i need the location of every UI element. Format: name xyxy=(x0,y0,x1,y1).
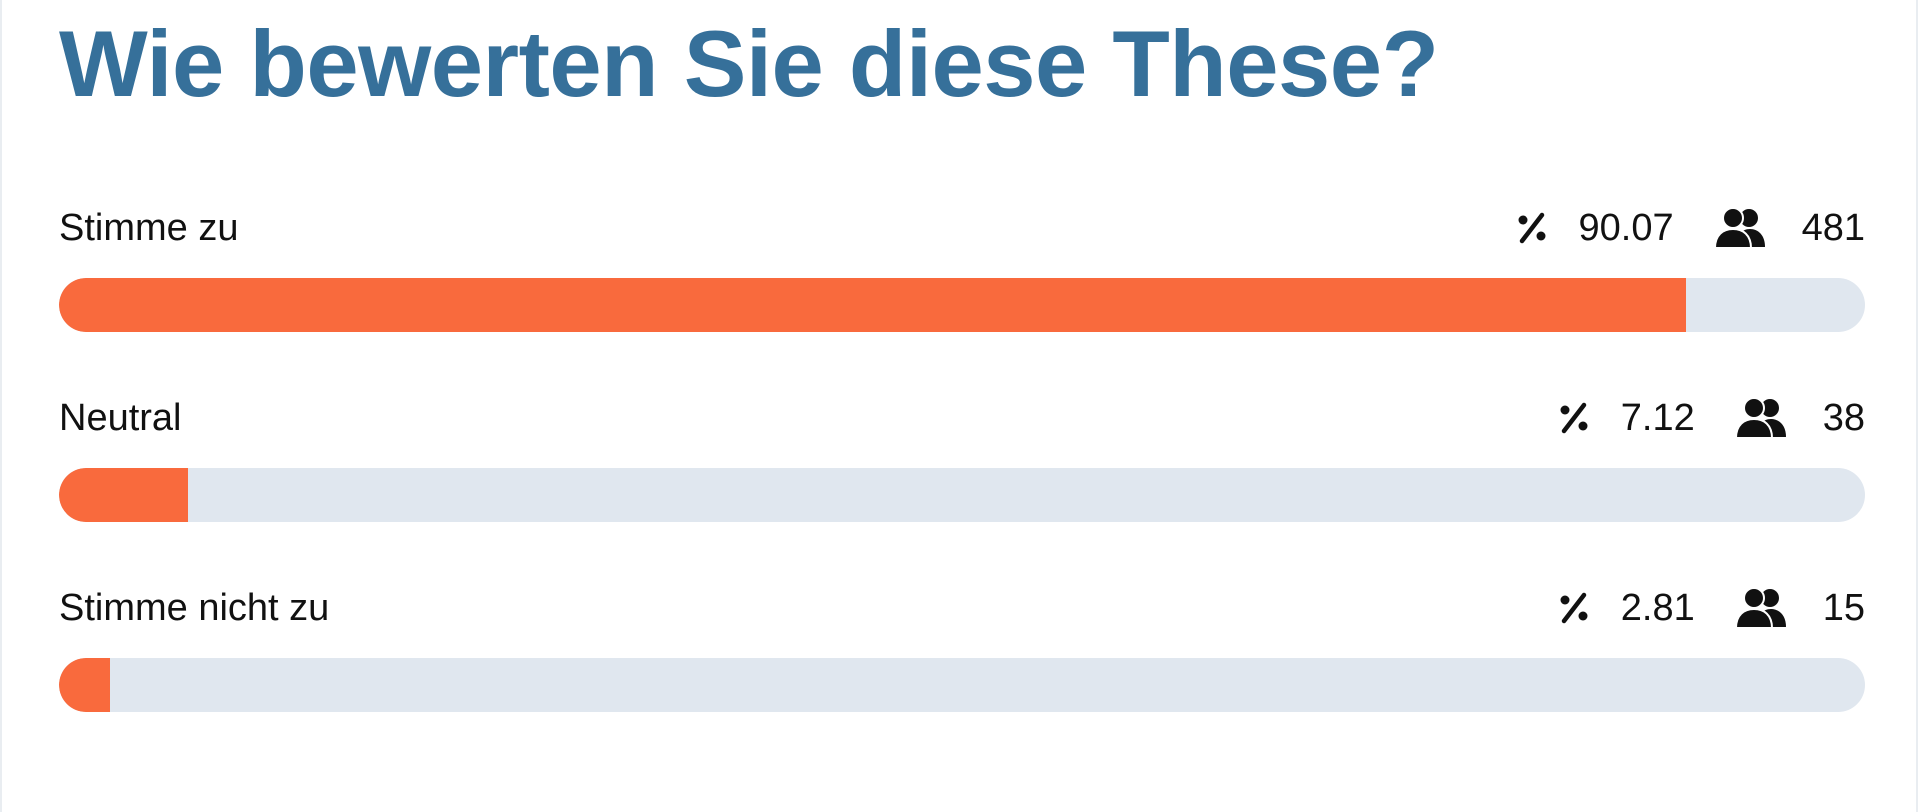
poll-option-label: Stimme zu xyxy=(59,207,239,249)
poll-option-progress-bar xyxy=(59,658,1865,712)
poll-option-percent: 90.07 xyxy=(1578,206,1674,249)
poll-option-percent: 2.81 xyxy=(1620,586,1695,629)
users-icon xyxy=(1734,397,1786,439)
poll-option-header: Neutral 7.12 38 xyxy=(59,390,1865,446)
poll-option-label: Stimme nicht zu xyxy=(59,587,330,629)
users-icon xyxy=(1734,587,1786,629)
poll-option-count: 481 xyxy=(1801,206,1865,249)
poll-option-progress-bar xyxy=(59,468,1865,522)
users-icon xyxy=(1713,207,1765,249)
poll-option-stats: 2.81 15 xyxy=(1557,584,1865,632)
poll-option-progress-fill xyxy=(59,278,1686,332)
percent-icon xyxy=(1560,402,1588,434)
poll-option-progress-fill xyxy=(59,658,110,712)
poll-option-count: 38 xyxy=(1822,396,1865,439)
poll-option-progress-bar xyxy=(59,278,1865,332)
poll-option-header: Stimme zu 90.07 481 xyxy=(59,200,1865,256)
poll-option-neutral: Neutral 7.12 38 xyxy=(59,390,1865,522)
poll-option-count: 15 xyxy=(1822,586,1865,629)
poll-option-label: Neutral xyxy=(59,397,182,439)
poll-option-stats: 90.07 481 xyxy=(1515,204,1865,252)
poll-option-percent: 7.12 xyxy=(1620,396,1695,439)
percent-icon xyxy=(1560,592,1588,624)
poll-option-disagree: Stimme nicht zu 2.81 15 xyxy=(59,580,1865,712)
poll-option-stats: 7.12 38 xyxy=(1557,394,1865,442)
percent-icon xyxy=(1518,212,1545,244)
poll-option-header: Stimme nicht zu 2.81 15 xyxy=(59,580,1865,636)
poll-option-agree: Stimme zu 90.07 481 xyxy=(59,200,1865,332)
poll-option-progress-fill xyxy=(59,468,188,522)
poll-question-title: Wie bewerten Sie diese These? xyxy=(59,11,1439,116)
